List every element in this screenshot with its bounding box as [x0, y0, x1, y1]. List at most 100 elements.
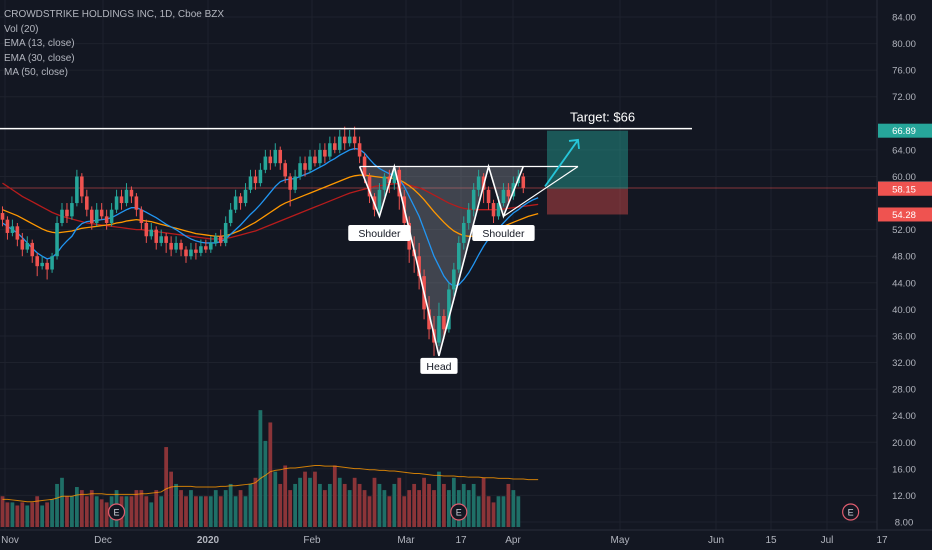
volume-bar [293, 483, 298, 527]
price-tick-label: 52.00 [892, 225, 916, 236]
volume-bar [506, 483, 511, 527]
earnings-marker: E [107, 503, 126, 521]
candle-body [15, 226, 20, 240]
indicator-volume[interactable]: Vol (20) [4, 23, 39, 35]
candle-body [129, 189, 134, 197]
candle-body [501, 189, 506, 204]
volume-bar [213, 490, 218, 527]
candle-body [278, 149, 283, 164]
candle-body [417, 256, 421, 277]
candle-body [442, 316, 446, 330]
time-tick-label: 17 [876, 535, 888, 546]
candle-body [447, 289, 451, 330]
volume-bar [30, 502, 35, 527]
earnings-marker-circle [107, 503, 126, 521]
volume-bar [179, 490, 183, 527]
volume-bar [198, 496, 203, 527]
candle-body [347, 136, 352, 144]
target-label: Target: $66 [570, 110, 635, 125]
pattern-label: Shoulder [348, 224, 411, 241]
candle-body [104, 216, 109, 223]
volume-ma-line [2, 465, 539, 503]
volume-bar [40, 505, 45, 527]
candle-body [357, 143, 362, 157]
volume-bar [397, 477, 402, 527]
candle-body [268, 156, 273, 164]
target-arrow-line [544, 139, 579, 187]
price-label-text: 58.15 [892, 184, 916, 195]
price-tick-label: 64.00 [892, 145, 916, 156]
volume-bar [392, 483, 397, 527]
candle-body [60, 209, 64, 223]
candle-body [213, 236, 218, 243]
candle-body [486, 189, 491, 204]
volume-bar [129, 496, 134, 527]
volume-bar [208, 496, 213, 527]
candle-body [258, 169, 263, 184]
time-tick-label: 17 [455, 535, 467, 546]
candle-body [273, 149, 278, 164]
candle-body [124, 189, 129, 204]
candle-body [159, 236, 163, 243]
symbol-title[interactable]: CROWDSTRIKE HOLDINGS INC, 1D, Cboe BZX [4, 9, 225, 20]
earnings-marker-text: E [114, 508, 120, 518]
indicator-ema13[interactable]: EMA (13, close) [4, 38, 75, 49]
volume-bar [283, 465, 288, 527]
candle-body [25, 242, 30, 250]
price-tick-labels: 84.00 80.00 76.00 72.00 64.00 60.00 52.00 48.00… [892, 13, 916, 529]
candle-body [496, 203, 501, 217]
price-tick-label: 20.00 [892, 438, 916, 449]
candle-body [40, 262, 44, 267]
volume-bar [55, 483, 59, 527]
candle-body [5, 219, 10, 233]
earnings-marker-text: E [848, 508, 854, 518]
volume-bar [382, 490, 387, 527]
volume-bar [387, 496, 392, 527]
indicator-ema30[interactable]: EMA (30, close) [4, 52, 75, 64]
volume-bar [471, 483, 476, 527]
time-axis-bg [0, 530, 932, 550]
candle-body [184, 249, 188, 257]
price-tick-label: 40.00 [892, 305, 916, 316]
candle-body [387, 176, 392, 184]
volume-bar [273, 471, 278, 527]
volume-bar [35, 496, 40, 527]
indicator-ma50[interactable]: MA (50, close) [4, 67, 68, 78]
price-tick-label: 36.00 [892, 331, 916, 342]
volume-bar [124, 496, 129, 527]
volume-bar [238, 490, 243, 527]
volume-bar [60, 477, 64, 527]
candle-body [99, 209, 104, 217]
volume-bar [65, 496, 69, 527]
candle-body [457, 242, 461, 270]
price-tick-label: 12.00 [892, 491, 916, 502]
candle-body [199, 246, 203, 253]
volume-bar [308, 477, 312, 527]
volume-bar [318, 483, 322, 527]
volume-bar [79, 490, 84, 527]
candle-body [377, 189, 382, 210]
candle-body [174, 242, 178, 250]
candle-body [109, 209, 114, 223]
time-tick-label: Apr [505, 535, 521, 546]
volume-bar [303, 471, 307, 527]
candle-body [94, 209, 99, 223]
volume-bar [159, 496, 164, 527]
volume-bar [263, 440, 268, 527]
candle-body [323, 149, 327, 157]
candle-body [308, 156, 312, 170]
volume-bar [184, 496, 188, 527]
candle-body [303, 163, 307, 170]
volume-bar [194, 496, 198, 527]
volume-bar [20, 502, 25, 527]
price-tick-label: 44.00 [892, 278, 916, 289]
candle-body [218, 236, 223, 243]
volume-bar [248, 483, 253, 527]
volume-bar [516, 496, 521, 527]
volume-bar [144, 496, 149, 527]
volume-bar [501, 496, 506, 527]
volume-bar [451, 477, 456, 527]
volume-bar [481, 477, 486, 527]
price-label: 58.15 [878, 181, 932, 196]
